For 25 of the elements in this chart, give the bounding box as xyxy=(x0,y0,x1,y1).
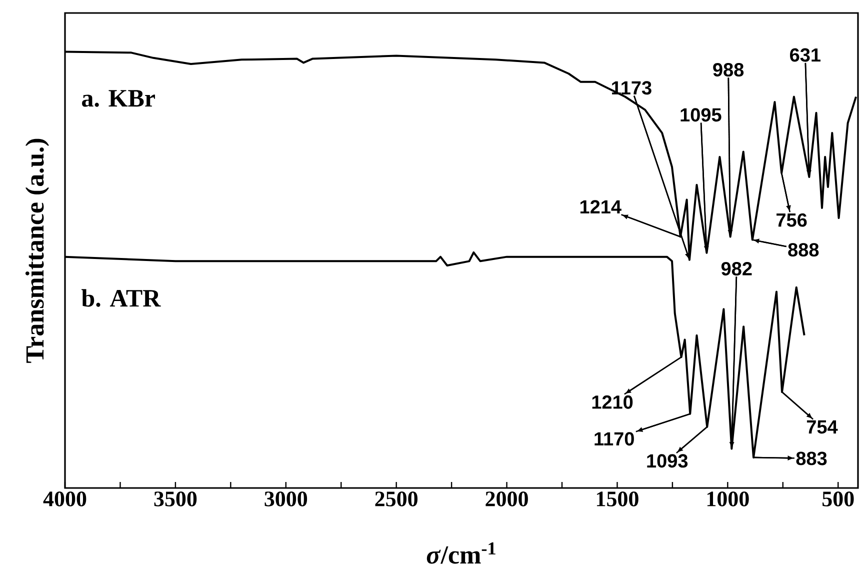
annotation: 631 xyxy=(790,48,820,62)
annotation: 754 xyxy=(806,420,838,434)
annotation: 988 xyxy=(713,63,744,76)
annotation: 756 xyxy=(776,213,807,227)
annotation: 1095 xyxy=(680,108,722,122)
y-axis-title: Transmittance (a.u.) xyxy=(25,138,50,363)
annotation: 883 xyxy=(796,452,827,466)
series-label: b. ATR xyxy=(82,289,161,307)
x-tick-label: 1500 xyxy=(596,492,638,506)
x-tick-label: 3000 xyxy=(264,492,308,506)
annotation: 1170 xyxy=(594,432,634,446)
annotation: 1093 xyxy=(647,454,688,468)
annotation: 1214 xyxy=(580,200,622,214)
annotation: 888 xyxy=(788,243,819,257)
x-tick-label: 2500 xyxy=(375,492,418,506)
x-tick-label: 4000 xyxy=(43,492,86,506)
x-tick-label: 1000 xyxy=(707,492,749,506)
x-tick-label: 3500 xyxy=(154,492,197,506)
x-axis-title: σ/cm$^{-1}$ xyxy=(426,542,496,564)
x-tick-label: 2000 xyxy=(486,492,528,506)
annotation: 1173 xyxy=(612,81,652,95)
x-tick-label: 500 xyxy=(822,492,854,506)
annotation: 982 xyxy=(721,262,752,276)
series-label: a. KBr xyxy=(82,90,155,107)
annotation: 1210 xyxy=(592,395,633,409)
